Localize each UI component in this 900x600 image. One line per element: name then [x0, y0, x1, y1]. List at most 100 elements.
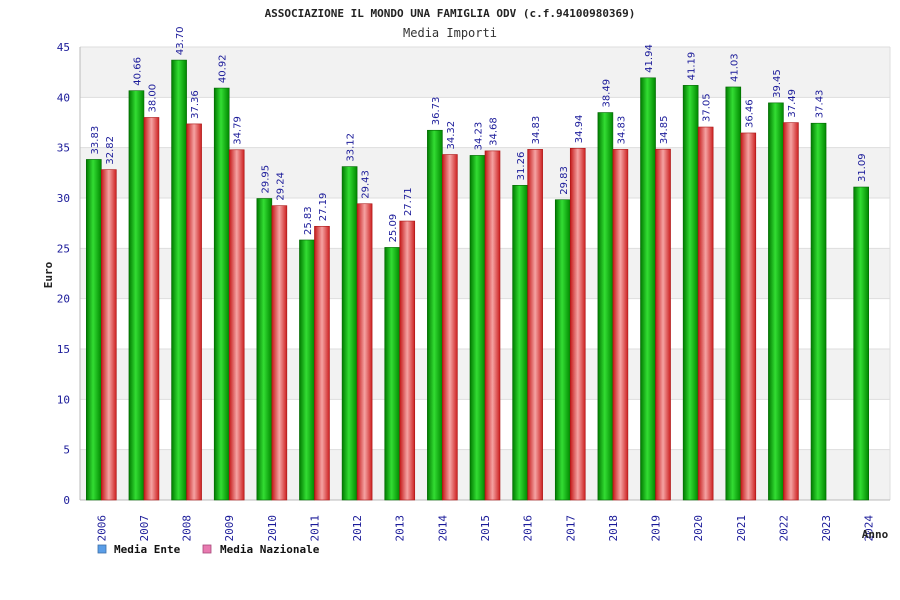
x-tick-label: 2007 [138, 515, 151, 542]
chart-subtitle: Media Importi [403, 26, 497, 40]
x-tick-label: 2024 [863, 515, 876, 542]
data-label: 32.82 [105, 136, 116, 165]
data-label: 37.36 [190, 90, 201, 119]
data-label: 34.85 [659, 116, 670, 145]
data-label: 27.71 [403, 187, 414, 216]
bar-media-ente [427, 129, 443, 501]
data-label: 36.73 [431, 97, 442, 126]
data-label: 34.83 [616, 116, 627, 145]
bar-media-nazionale [484, 150, 501, 501]
data-label: 33.83 [90, 126, 101, 155]
data-label: 34.94 [574, 115, 585, 144]
y-tick-label: 10 [57, 393, 70, 406]
data-label: 34.83 [531, 116, 542, 145]
data-label: 31.09 [857, 153, 868, 182]
grid-band [80, 47, 890, 98]
data-label: 27.19 [318, 193, 329, 222]
x-tick-label: 2012 [351, 515, 364, 542]
data-label: 29.95 [260, 165, 271, 194]
data-label: 40.66 [132, 57, 143, 86]
bar-media-ente [682, 85, 699, 501]
bar-media-ente [256, 198, 273, 501]
data-label: 29.43 [361, 170, 372, 199]
x-tick-label: 2013 [394, 515, 407, 542]
x-tick-label: 2014 [436, 515, 449, 542]
bar-media-ente [384, 247, 401, 501]
x-tick-label: 2011 [308, 515, 321, 542]
x-tick-label: 2023 [820, 515, 833, 542]
bar-media-nazionale [228, 149, 245, 501]
x-axis-label: Anno [862, 528, 889, 541]
bar-media-nazionale [783, 122, 799, 501]
legend-label-media-nazionale: Media Nazionale [220, 543, 320, 556]
bar-media-nazionale [101, 169, 117, 501]
y-tick-label: 25 [57, 242, 70, 255]
data-label: 31.26 [516, 152, 527, 181]
x-tick-label: 2018 [607, 515, 620, 542]
bar-media-nazionale [442, 154, 458, 501]
bar-media-ente [725, 86, 742, 501]
bar-media-ente [341, 166, 358, 501]
x-tick-label: 2022 [777, 515, 790, 542]
bar-media-ente [171, 59, 187, 501]
y-axis-label: Euro [42, 261, 55, 288]
legend-swatch-media-nazionale [202, 544, 212, 554]
bar-media-nazionale [655, 148, 671, 501]
data-label: 38.49 [601, 79, 612, 108]
x-tick-label: 2015 [479, 515, 492, 542]
bar-media-nazionale [186, 123, 202, 501]
value-labels: 33.83 32.82 40.66 38.00 43.70 37.36 40.92 34.79… [90, 26, 868, 242]
y-tick-label: 20 [57, 293, 70, 306]
x-tick-label: 2008 [181, 515, 194, 542]
data-label: 25.83 [303, 206, 314, 235]
bar-media-ente [299, 239, 315, 501]
data-label: 40.92 [218, 54, 229, 83]
data-label: 43.70 [175, 26, 186, 55]
data-label: 34.23 [474, 122, 485, 151]
x-tick-label: 2020 [692, 515, 705, 542]
bar-media-ente [86, 159, 102, 501]
bar-media-nazionale [697, 126, 714, 501]
bar-media-ente [128, 90, 145, 501]
data-label: 37.49 [787, 89, 798, 118]
data-label: 36.46 [744, 99, 755, 128]
x-tick-label: 2021 [735, 515, 748, 542]
bar-media-nazionale [314, 225, 330, 501]
bar-media-ente [640, 77, 656, 501]
data-label: 39.45 [772, 69, 783, 98]
data-label: 41.03 [729, 53, 740, 82]
legend-swatch-media-ente [97, 544, 107, 554]
x-tick-label: 2016 [522, 515, 535, 542]
bar-media-ente [512, 185, 528, 501]
chart-title: ASSOCIAZIONE IL MONDO UNA FAMIGLIA ODV (… [265, 7, 636, 20]
y-tick-label: 15 [57, 343, 70, 356]
data-label: 41.94 [644, 44, 655, 73]
bar-media-nazionale [527, 149, 543, 501]
data-label: 37.05 [702, 93, 713, 122]
data-label: 34.79 [233, 116, 244, 145]
bar-media-ente [810, 122, 827, 501]
x-tick-label: 2019 [650, 515, 663, 542]
data-label: 34.68 [489, 117, 500, 146]
y-tick-label: 0 [63, 494, 70, 507]
data-label: 34.32 [446, 121, 457, 150]
bar-media-nazionale [612, 149, 629, 501]
bar-media-nazionale [356, 203, 373, 501]
data-label: 25.09 [388, 214, 399, 243]
data-label: 29.24 [275, 172, 286, 201]
bar-media-ente [853, 186, 869, 501]
y-tick-label: 35 [57, 142, 70, 155]
y-tick-label: 30 [57, 192, 70, 205]
y-tick-label: 5 [63, 444, 70, 457]
x-tick-label: 2010 [266, 515, 279, 542]
bar-media-ente [597, 112, 614, 501]
bar-media-nazionale [740, 132, 757, 501]
data-label: 41.19 [687, 52, 698, 81]
x-axis-ticks: 2006 2007 2008 2009 2010 2011 2012 2013 2014 2015… [95, 515, 875, 542]
bar-media-nazionale [569, 147, 586, 501]
x-tick-label: 2006 [95, 515, 108, 542]
bar-media-ente [469, 155, 486, 501]
bar-media-nazionale [143, 117, 160, 501]
legend: Media Ente Media Nazionale [97, 543, 320, 556]
